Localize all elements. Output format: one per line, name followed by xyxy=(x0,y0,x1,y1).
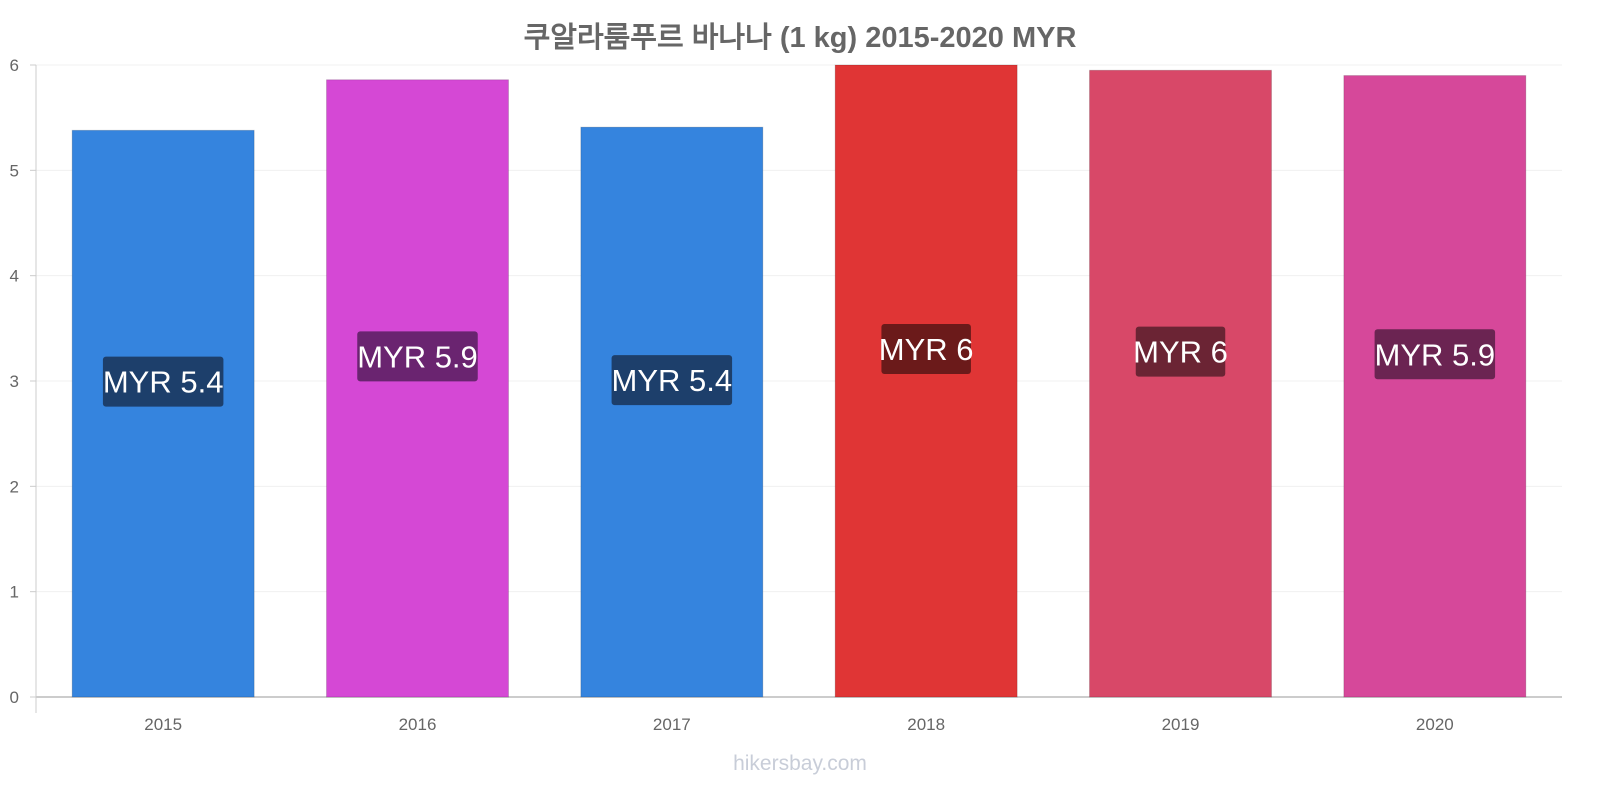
data-label: MYR 6 xyxy=(879,332,974,367)
y-tick-label: 4 xyxy=(10,267,19,286)
y-tick-label: 2 xyxy=(10,477,19,496)
data-label-box xyxy=(611,355,733,406)
data-label: MYR 6 xyxy=(1133,335,1228,370)
x-tick-label: 2019 xyxy=(1162,715,1200,734)
data-label-box xyxy=(357,331,478,382)
y-tick-label: 6 xyxy=(10,56,19,75)
x-tick-label: 2018 xyxy=(907,715,945,734)
data-label-box xyxy=(1374,329,1496,380)
x-tick-label: 2016 xyxy=(399,715,437,734)
bar-2020 xyxy=(1343,75,1527,698)
data-label-box xyxy=(1135,326,1226,377)
y-tick-label: 0 xyxy=(10,688,19,707)
bar-2016 xyxy=(326,79,509,698)
data-label: MYR 5.9 xyxy=(1375,337,1496,372)
x-tick-label: 2020 xyxy=(1416,715,1454,734)
data-label: MYR 5.4 xyxy=(612,363,733,398)
data-label: MYR 5.9 xyxy=(357,339,478,374)
data-label-box xyxy=(881,324,971,374)
bar-2015 xyxy=(71,129,255,698)
y-tick-label: 5 xyxy=(10,161,19,180)
x-tick-label: 2015 xyxy=(144,715,182,734)
bar-2019 xyxy=(1089,69,1272,698)
chart-title: 쿠알라룸푸르 바나나 (1 kg) 2015-2020 MYR xyxy=(523,22,1077,54)
bar-2017 xyxy=(580,126,764,698)
bar-2018 xyxy=(834,64,1018,698)
data-label-box xyxy=(102,356,224,407)
y-tick-label: 3 xyxy=(10,372,19,391)
data-label: MYR 5.4 xyxy=(103,365,224,400)
x-tick-label: 2017 xyxy=(653,715,691,734)
y-tick-label: 1 xyxy=(10,583,19,602)
watermark: hikersbay.com xyxy=(733,752,867,775)
